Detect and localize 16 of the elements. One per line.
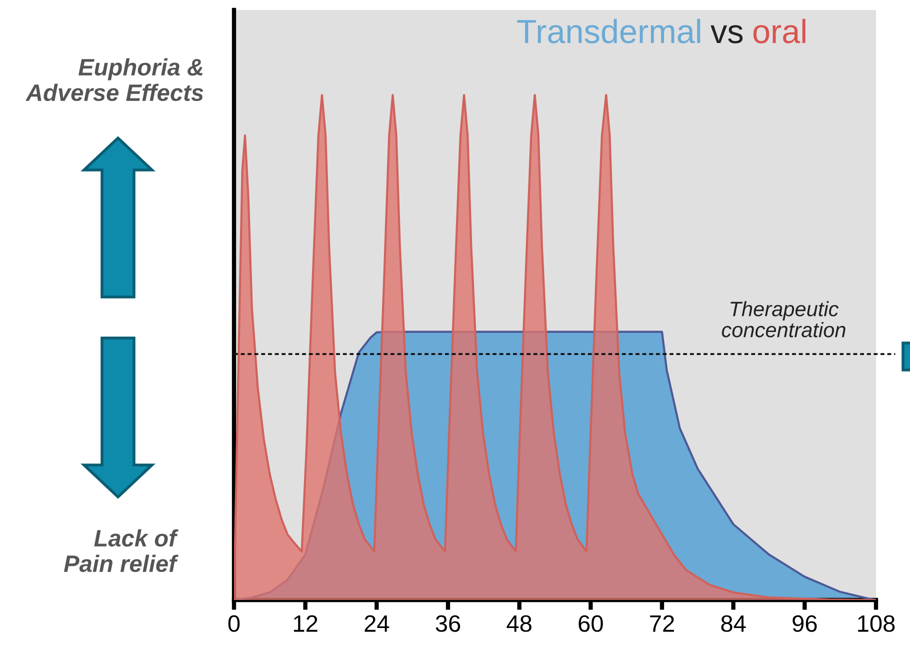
text: Euphoria & Adverse Effects bbox=[25, 58, 204, 102]
text: vs bbox=[710, 25, 743, 44]
x-tick-label: 84 bbox=[721, 615, 746, 632]
x-tick-label: 72 bbox=[650, 615, 674, 632]
text: oral bbox=[753, 18, 806, 44]
x-tick-label: 48 bbox=[506, 615, 532, 632]
ref-line-label: Therapeutic concentration bbox=[722, 301, 846, 338]
x-tick-label: 24 bbox=[364, 615, 390, 632]
x-tick-label: 12 bbox=[294, 615, 318, 632]
x-tick-label: 60 bbox=[578, 615, 603, 632]
x-tick-label: 36 bbox=[436, 615, 460, 632]
x-tick-label: 96 bbox=[792, 615, 817, 632]
text: Lack of Pain relief bbox=[64, 529, 178, 572]
text: Transdermal bbox=[517, 18, 700, 44]
x-tick-label: 0 bbox=[228, 615, 240, 632]
x-tick-label: 108 bbox=[858, 615, 895, 632]
